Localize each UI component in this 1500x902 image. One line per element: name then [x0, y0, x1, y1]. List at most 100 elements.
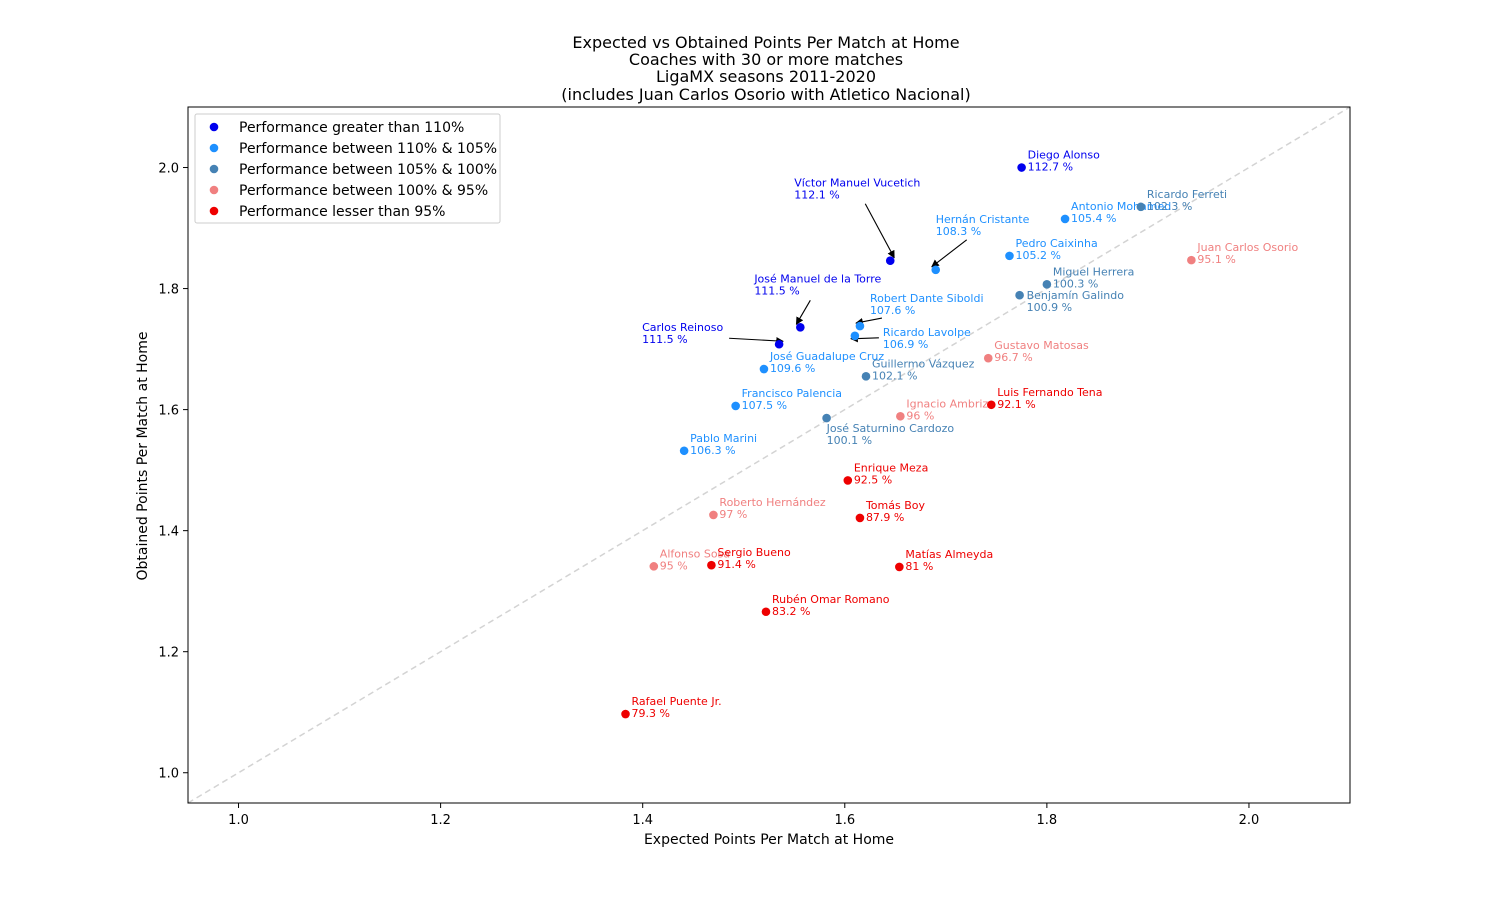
point-coach-label: Miguel Herrera	[1053, 265, 1135, 278]
point-coach-label: Ricardo Ferreti	[1147, 188, 1227, 201]
legend-box	[194, 113, 501, 224]
y-tick-label: 1.8	[158, 283, 179, 298]
point-pct-label: 97 %	[719, 508, 747, 521]
point-pct-label: 111.5 %	[754, 284, 799, 297]
point-pct-label: 106.9 %	[883, 338, 928, 351]
data-point	[1017, 163, 1026, 172]
point-pct-label: 106.3 %	[690, 444, 735, 457]
point-coach-label: José Manuel de la Torre	[753, 272, 881, 285]
data-point	[731, 401, 740, 411]
x-axis-label: Expected Points Per Match at Home	[644, 832, 894, 848]
data-point	[679, 446, 689, 456]
point-pct-label: 105.2 %	[1015, 249, 1060, 262]
annotation-arrow	[931, 239, 968, 268]
point-coach-label: Gustavo Matosas	[994, 339, 1089, 352]
data-point	[822, 413, 831, 423]
point-coach-label: Alfonso Sosa	[660, 547, 730, 560]
point-coach-label: Robert Dante Siboldi	[870, 292, 984, 305]
point-pct-label: 95 %	[660, 559, 688, 572]
data-point	[649, 562, 659, 571]
data-point	[774, 339, 784, 349]
data-point	[1060, 214, 1070, 224]
point-coach-label: Rafael Puente Jr.	[632, 695, 722, 708]
point-coach-label: Hernán Cristante	[936, 213, 1030, 226]
point-coach-label: José Saturnino Cardozo	[826, 422, 955, 435]
point-coach-label: Benjamín Galindo	[1027, 289, 1125, 302]
point-pct-label: 79.3 %	[632, 707, 670, 720]
point-coach-label: Antonio Mohamed	[1071, 200, 1171, 213]
data-point	[861, 372, 871, 381]
x-tick-label: 2.0	[1239, 813, 1260, 828]
x-tick-label: 1.2	[430, 813, 451, 828]
point-pct-label: 87.9 %	[866, 511, 904, 524]
point-pct-label: 102.3 %	[1147, 200, 1192, 213]
data-point	[843, 476, 853, 485]
data-point	[885, 256, 895, 266]
point-pct-label: 91.4 %	[717, 558, 755, 571]
point-pct-label: 96 %	[906, 409, 934, 422]
data-point	[896, 411, 905, 421]
annotation-arrow	[795, 300, 811, 325]
y-axis-label: Obtained Points Per Match at Home	[135, 332, 151, 581]
data-point	[855, 321, 865, 331]
data-point	[983, 353, 993, 363]
y-tick-label: 1.2	[158, 646, 179, 661]
data-point	[850, 331, 860, 341]
x-tick-label: 1.4	[632, 813, 653, 828]
legend-marker	[209, 206, 219, 216]
point-pct-label: 108.3 %	[936, 225, 981, 238]
y-tick-label: 1.4	[158, 525, 179, 540]
legend-label: Performance between 110% & 105%	[239, 141, 497, 157]
point-pct-label: 112.1 %	[794, 189, 839, 202]
data-point	[1187, 255, 1196, 265]
data-point	[1136, 202, 1146, 212]
point-coach-label: Víctor Manuel Vucetich	[794, 177, 920, 190]
point-pct-label: 107.6 %	[870, 304, 915, 317]
point-pct-label: 96.7 %	[994, 351, 1032, 364]
point-coach-label: Diego Alonso	[1028, 149, 1101, 162]
x-tick-label: 1.8	[1037, 813, 1058, 828]
y-tick-label: 2.0	[158, 162, 179, 177]
plot-area: 1.0 1.2 1.4 1.6 1.8 2.0 1.0 1.2 1.4 1.6 1.8 2.0 Dieg…	[158, 106, 1351, 828]
reference-diagonal-line	[187, 106, 1351, 804]
point-pct-label: 92.5 %	[854, 473, 892, 486]
data-point	[1015, 290, 1024, 300]
point-pct-label: 102.1 %	[872, 369, 917, 382]
point-pct-label: 112.7 %	[1028, 161, 1073, 174]
title-line-1: Expected vs Obtained Points Per Match at…	[572, 33, 959, 52]
legend-label: Performance between 100% & 95%	[239, 183, 488, 199]
point-pct-label: 109.6 %	[770, 362, 815, 375]
chart-title: Expected vs Obtained Points Per Match at…	[561, 33, 970, 104]
legend-marker	[209, 143, 219, 153]
point-pct-label: 92.1 %	[997, 398, 1035, 411]
annotation-arrow	[864, 203, 895, 259]
point-pct-label: 100.1 %	[827, 434, 872, 447]
point-coach-label: José Guadalupe Cruz	[769, 350, 884, 363]
point-coach-label: Juan Carlos Osorio	[1196, 241, 1298, 254]
title-line-4: (includes Juan Carlos Osorio with Atleti…	[561, 85, 970, 104]
legend-label: Performance greater than 110%	[239, 120, 464, 136]
point-pct-label: 100.3 %	[1053, 277, 1098, 290]
data-point	[709, 510, 718, 520]
point-pct-label: 81 %	[905, 560, 933, 573]
point-coach-label: Tomás Boy	[865, 499, 926, 512]
plot-frame	[187, 106, 1351, 804]
legend-marker	[209, 164, 219, 174]
y-tick-label: 1.6	[158, 404, 179, 419]
legend-label: Performance lesser than 95%	[239, 204, 445, 220]
point-coach-label: Luis Fernando Tena	[997, 386, 1102, 399]
point-pct-label: 83.2 %	[772, 605, 810, 618]
data-point	[931, 265, 941, 275]
point-coach-label: Guillermo Vázquez	[872, 357, 975, 370]
data-point	[759, 364, 769, 374]
point-pct-label: 107.5 %	[742, 399, 787, 412]
point-coach-label: Ricardo Lavolpe	[883, 326, 971, 339]
legend-marker	[209, 122, 219, 132]
legend-label: Performance between 105% & 100%	[239, 162, 497, 178]
title-line-3: LigaMX seasons 2011-2020	[656, 67, 876, 86]
point-coach-label: Sergio Bueno	[717, 546, 791, 559]
point-coach-label: Pedro Caixinha	[1015, 237, 1097, 250]
x-tick-label: 1.0	[228, 813, 249, 828]
data-point	[761, 607, 771, 617]
